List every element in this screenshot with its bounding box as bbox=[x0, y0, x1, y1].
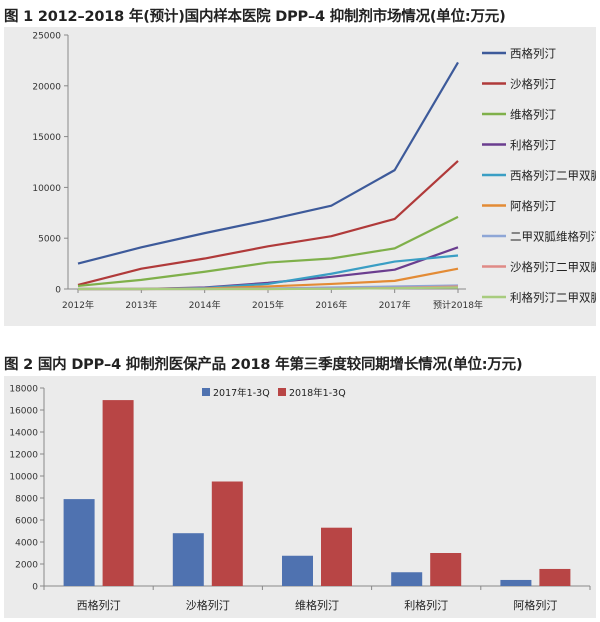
legend-label-2: 2018年1-3Q bbox=[289, 387, 346, 399]
series-line-3 bbox=[77, 215, 459, 288]
y-tick-label: 20000 bbox=[32, 82, 61, 92]
y-tick-label: 16000 bbox=[9, 407, 38, 417]
y-tick-label: 2000 bbox=[15, 561, 38, 571]
line-chart: 0 5000 10000 15000 20000 25000 2012年 2013年 2014年… bbox=[32, 32, 600, 312]
legend-label-2: 沙格列汀 bbox=[510, 77, 556, 91]
y-tick-label: 15000 bbox=[32, 133, 61, 143]
y-tick-label: 10000 bbox=[9, 473, 38, 483]
x-tick-label: 阿格列汀 bbox=[513, 598, 557, 612]
y-tick-label: 14000 bbox=[9, 429, 38, 439]
bar-1-2 bbox=[172, 533, 204, 586]
x-tick-label: 2012年 bbox=[62, 299, 94, 311]
x-tick-label: 西格列汀 bbox=[77, 598, 121, 612]
y-tick-label: 25000 bbox=[32, 32, 61, 42]
series-line-2 bbox=[77, 160, 459, 287]
legend-label-1: 2017年1-3Q bbox=[213, 387, 270, 399]
y-tick-label: 0 bbox=[55, 286, 61, 296]
legend-label-3: 维格列汀 bbox=[510, 108, 556, 122]
series-line-1 bbox=[77, 61, 459, 265]
legend-swatch-1 bbox=[202, 388, 210, 396]
bar-1-4 bbox=[391, 572, 423, 586]
figure-1-caption: 图 1 2012–2018 年(预计)国内样本医院 DPP–4 抑制剂市场情况(… bbox=[4, 9, 506, 25]
bar-2-5 bbox=[539, 568, 571, 586]
bar-1-3 bbox=[282, 555, 313, 586]
y-tick-label: 6000 bbox=[15, 517, 38, 527]
bar-1-5 bbox=[500, 579, 532, 586]
bar-2-4 bbox=[430, 553, 462, 586]
legend-label-8: 沙格列汀二甲双胍 bbox=[510, 260, 596, 274]
x-tick-label: 2016年 bbox=[315, 299, 347, 311]
legend-label-7: 二甲双胍维格列汀 bbox=[510, 230, 596, 244]
line-chart-panel: 0 5000 10000 15000 20000 25000 2012年 2013年 2014年… bbox=[4, 27, 600, 326]
x-tick-label: 沙格列汀 bbox=[186, 598, 230, 612]
x-tick-label: 2014年 bbox=[189, 299, 221, 311]
legend-swatch-2 bbox=[278, 388, 286, 396]
bar-2-2 bbox=[211, 481, 243, 586]
legend-label-6: 阿格列汀 bbox=[510, 199, 556, 213]
bar-1-1 bbox=[63, 499, 95, 586]
x-tick-label: 预计2018年 bbox=[433, 299, 483, 311]
y-tick-label: 5000 bbox=[38, 235, 61, 245]
bar-2-3 bbox=[321, 527, 352, 586]
figure-2-caption: 图 2 国内 DPP–4 抑制剂医保产品 2018 年第三季度较同期增长情况(单… bbox=[4, 357, 523, 373]
x-tick-label: 2013年 bbox=[125, 299, 157, 311]
y-tick-label: 4000 bbox=[15, 539, 38, 549]
series-line-9 bbox=[78, 286, 459, 291]
bar-chart: 0 2000 4000 6000 8000 10000 12000 14000 16000 180… bbox=[9, 385, 591, 612]
bar-chart-panel: 0 2000 4000 6000 8000 10000 12000 14000 16000 180… bbox=[4, 376, 596, 618]
bar-2-1 bbox=[102, 400, 134, 586]
y-tick-label: 0 bbox=[32, 583, 38, 593]
x-tick-label: 利格列汀 bbox=[404, 598, 448, 612]
series-line-4 bbox=[78, 246, 459, 291]
x-tick-label: 2015年 bbox=[252, 299, 284, 311]
series-line-5 bbox=[78, 254, 459, 291]
x-tick-label: 2017年 bbox=[379, 299, 411, 311]
x-tick-label: 维格列汀 bbox=[295, 598, 339, 612]
legend-label-9: 利格列汀二甲双胍 bbox=[510, 291, 596, 305]
legend-label-1: 西格列汀 bbox=[510, 47, 556, 61]
y-tick-label: 8000 bbox=[15, 495, 38, 505]
legend-label-5: 西格列汀二甲双胍 bbox=[510, 169, 596, 183]
legend-label-4: 利格列汀 bbox=[510, 138, 556, 152]
y-tick-label: 12000 bbox=[9, 451, 38, 461]
y-tick-label: 18000 bbox=[9, 385, 38, 395]
y-tick-label: 10000 bbox=[32, 184, 61, 194]
